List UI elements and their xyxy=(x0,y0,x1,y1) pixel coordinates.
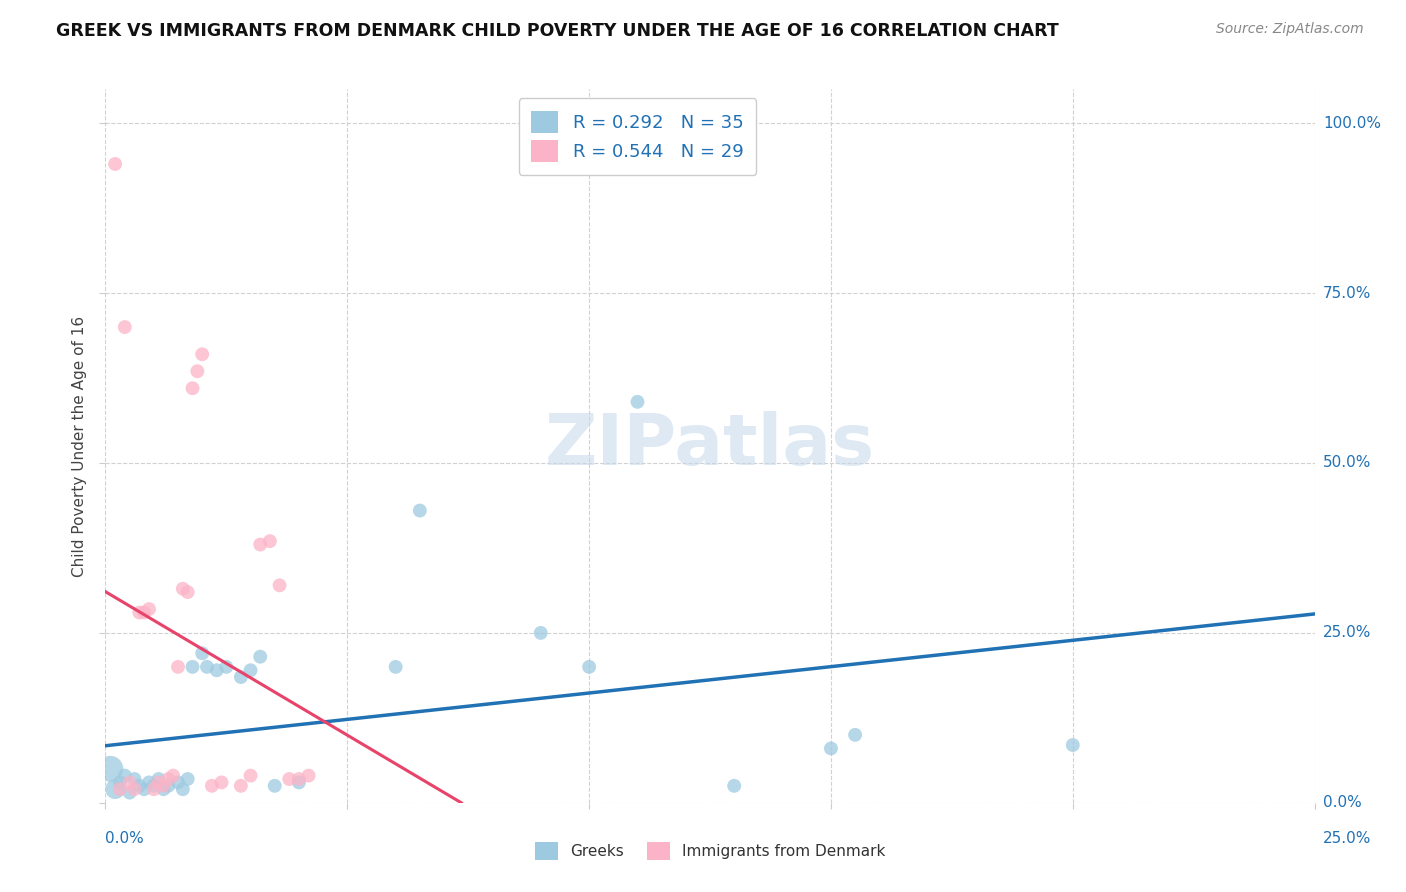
Point xyxy=(167,775,190,789)
Point xyxy=(229,779,252,793)
Point xyxy=(152,782,174,797)
Point xyxy=(205,663,228,677)
Point xyxy=(195,660,218,674)
Text: 0.0%: 0.0% xyxy=(105,830,145,846)
Point xyxy=(1062,738,1084,752)
Point xyxy=(269,578,291,592)
Text: 75.0%: 75.0% xyxy=(1323,285,1371,301)
Point xyxy=(124,782,146,797)
Point xyxy=(186,364,208,378)
Point xyxy=(114,769,136,783)
Point xyxy=(134,606,156,620)
Point xyxy=(288,775,311,789)
Point xyxy=(201,779,224,793)
Text: 0.0%: 0.0% xyxy=(1323,796,1361,810)
Point xyxy=(104,157,127,171)
Point xyxy=(249,537,271,551)
Point xyxy=(278,772,301,786)
Text: 100.0%: 100.0% xyxy=(1323,116,1381,131)
Text: 50.0%: 50.0% xyxy=(1323,456,1371,470)
Point xyxy=(118,775,141,789)
Point xyxy=(118,786,141,800)
Point xyxy=(259,534,281,549)
Point xyxy=(288,772,311,786)
Text: 25.0%: 25.0% xyxy=(1323,625,1371,640)
Point xyxy=(297,769,319,783)
Point xyxy=(384,660,406,674)
Point xyxy=(104,782,127,797)
Point xyxy=(239,663,262,677)
Point xyxy=(229,670,252,684)
Point xyxy=(181,381,204,395)
Point xyxy=(578,660,600,674)
Point xyxy=(138,602,160,616)
Point xyxy=(157,779,180,793)
Point xyxy=(124,772,146,786)
Y-axis label: Child Poverty Under the Age of 16: Child Poverty Under the Age of 16 xyxy=(72,316,87,576)
Point xyxy=(172,782,194,797)
Point xyxy=(128,606,150,620)
Point xyxy=(191,347,214,361)
Point xyxy=(142,779,165,793)
Point xyxy=(167,660,190,674)
Point xyxy=(176,585,198,599)
Point xyxy=(181,660,204,674)
Point xyxy=(820,741,842,756)
Point xyxy=(626,394,648,409)
Point xyxy=(152,779,174,793)
Point xyxy=(723,779,745,793)
Point xyxy=(263,779,285,793)
Point xyxy=(211,775,233,789)
Legend: Greeks, Immigrants from Denmark: Greeks, Immigrants from Denmark xyxy=(529,836,891,866)
Point xyxy=(191,646,214,660)
Text: Source: ZipAtlas.com: Source: ZipAtlas.com xyxy=(1216,22,1364,37)
Point xyxy=(176,772,198,786)
Point xyxy=(249,649,271,664)
Point xyxy=(409,503,432,517)
Text: 25.0%: 25.0% xyxy=(1323,830,1371,846)
Point xyxy=(114,320,136,334)
Point xyxy=(172,582,194,596)
Point xyxy=(108,775,131,789)
Point xyxy=(98,762,121,776)
Point xyxy=(134,782,156,797)
Point xyxy=(108,782,131,797)
Text: GREEK VS IMMIGRANTS FROM DENMARK CHILD POVERTY UNDER THE AGE OF 16 CORRELATION C: GREEK VS IMMIGRANTS FROM DENMARK CHILD P… xyxy=(56,22,1059,40)
Point xyxy=(138,775,160,789)
Point xyxy=(148,772,170,786)
Text: ZIPatlas: ZIPatlas xyxy=(546,411,875,481)
Point xyxy=(148,775,170,789)
Point xyxy=(162,769,184,783)
Point xyxy=(157,772,180,786)
Point xyxy=(844,728,866,742)
Point xyxy=(142,782,165,797)
Point xyxy=(239,769,262,783)
Point xyxy=(530,626,553,640)
Point xyxy=(215,660,238,674)
Point xyxy=(128,779,150,793)
